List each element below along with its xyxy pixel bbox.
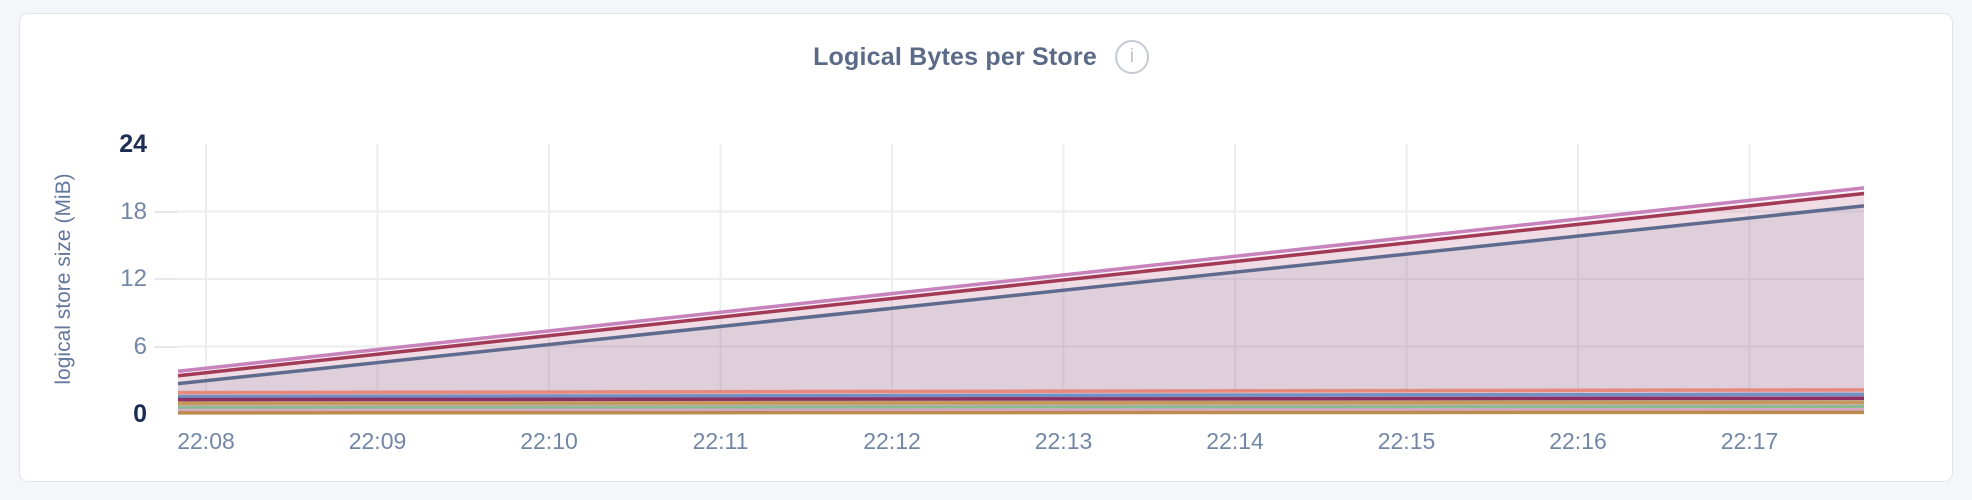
series-6-line	[177, 396, 1865, 402]
y-tick-label: 24	[119, 130, 147, 158]
y-tick-mark	[154, 210, 178, 213]
x-tick-label: 22:15	[1377, 428, 1436, 454]
info-icon[interactable]: i	[1114, 40, 1149, 74]
y-tick-label: 0	[133, 400, 147, 428]
series-1-line	[177, 186, 1865, 373]
chart-canvas	[177, 144, 1865, 415]
series-9-line	[177, 407, 1865, 413]
info-icon-glyph: i	[1129, 46, 1135, 67]
series-2-line	[177, 191, 1865, 378]
y-tick-mark	[154, 345, 178, 348]
series-3-line	[177, 204, 1865, 386]
x-tick-label: 22:17	[1720, 428, 1779, 454]
x-tick-label: 22:11	[692, 428, 749, 454]
series-10-line	[177, 410, 1865, 415]
y-tick-label: 18	[120, 197, 147, 225]
chart-header: Logical Bytes per Store i	[813, 40, 1149, 74]
series-4-line	[177, 388, 1865, 395]
x-tick-label: 22:08	[177, 428, 235, 454]
y-tick-mark	[154, 278, 178, 280]
series-8-line	[177, 404, 1865, 410]
chart-card: Logical Bytes per Store i logical store …	[19, 13, 1953, 482]
chart-title: Logical Bytes per Store	[813, 42, 1097, 71]
x-tick-label: 22:09	[348, 428, 407, 454]
x-tick-label: 22:13	[1034, 428, 1093, 454]
series-5-line	[177, 392, 1865, 399]
y-tick-label: 6	[133, 332, 147, 360]
x-tick-label: 22:14	[1206, 428, 1264, 454]
series-7-line	[177, 400, 1865, 406]
x-tick-label: 22:12	[863, 428, 921, 454]
plot-area[interactable]	[177, 144, 1865, 415]
series-1-fill	[178, 187, 1864, 414]
y-tick-label: 12	[120, 265, 147, 292]
series-3-fill	[178, 205, 1864, 414]
x-tick-label: 22:16	[1549, 428, 1607, 454]
x-tick-label: 22:10	[520, 428, 578, 454]
